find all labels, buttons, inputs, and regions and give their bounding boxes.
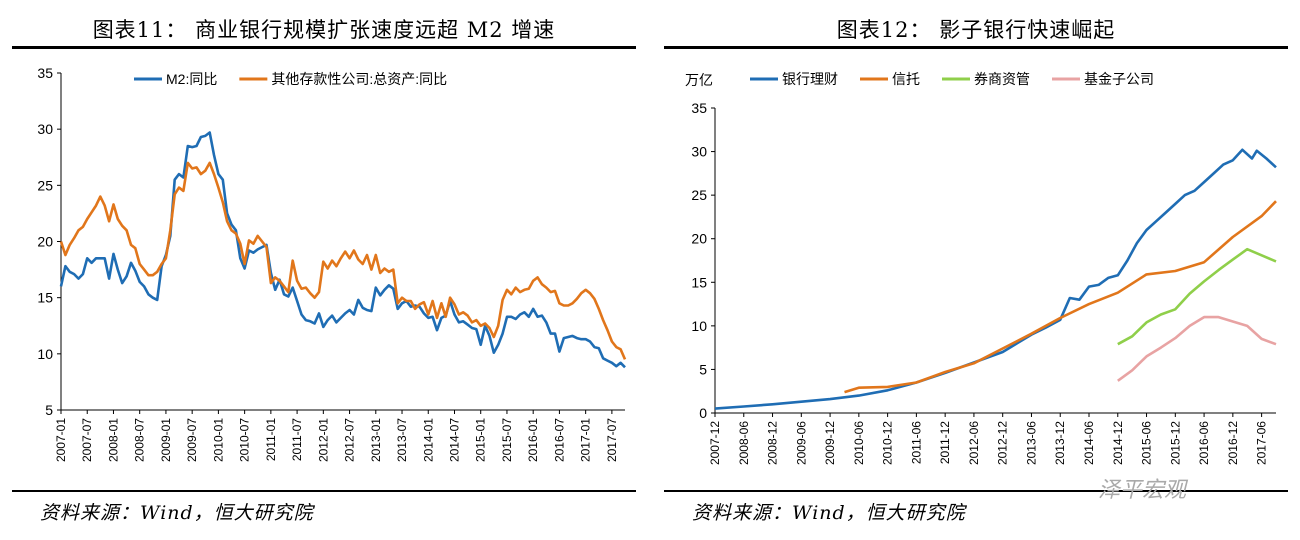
x-tick-label: 2012-07 [343, 418, 357, 462]
x-tick-label: 2010-12 [881, 421, 895, 465]
x-tick-label: 2009-12 [823, 421, 837, 465]
title-rule [12, 46, 636, 49]
y-tick-label: 5 [699, 361, 707, 377]
y-tick-label: 5 [45, 402, 53, 418]
y-tick-label: 30 [691, 144, 707, 160]
y-tick-label: 15 [691, 274, 707, 290]
y-tick-label: 30 [37, 121, 53, 137]
chart-title: 图表11： 商业银行规模扩张速度远超 M2 增速 [92, 18, 556, 42]
x-tick-label: 2017-01 [579, 418, 593, 462]
y-tick-label: 25 [691, 187, 707, 203]
x-tick-label: 2007-07 [80, 418, 94, 462]
chart-panel-left: 图表11： 商业银行规模扩张速度远超 M2 增速 5 10 15 20 25 30 35 20… [12, 0, 636, 540]
source-rule [664, 490, 1288, 492]
x-tick-label: 2008-01 [106, 418, 120, 462]
x-tick-label: 2015-01 [474, 418, 488, 462]
x-tick-label: 2007-12 [708, 421, 722, 465]
y-axis-unit: 万亿 [685, 72, 713, 88]
x-tick-label: 2009-06 [794, 421, 808, 465]
x-tick-label: 2017-07 [605, 418, 619, 462]
chart-shadow-banking: 0 5 10 15 20 25 30 35 2007-12 2008-06 2008-12 2009-… [685, 71, 1277, 465]
series-line [59, 131, 626, 369]
y-tick-label: 20 [691, 231, 707, 247]
x-tick-label: 2010-06 [852, 421, 866, 465]
y-tick-label: 10 [691, 318, 707, 334]
x-tick-label: 2011-07 [290, 418, 304, 461]
y-tick-label: 10 [37, 346, 53, 362]
x-tick-label: 2008-06 [737, 421, 751, 465]
x-tick-label: 2012-01 [316, 418, 330, 462]
series-line [714, 148, 1277, 410]
series-line [1117, 315, 1277, 382]
series-line [844, 200, 1277, 394]
x-tick-label: 2011-06 [909, 421, 923, 464]
title-rule [664, 46, 1288, 49]
x-tick-label: 2011-12 [938, 421, 952, 464]
chart-panel-right: 图表12： 影子银行快速崛起 0 5 10 15 20 25 30 35 2007-12 2008… [664, 0, 1288, 540]
series-line [59, 161, 627, 360]
x-tick-label: 2008-07 [133, 418, 147, 462]
y-tick-label: 20 [37, 234, 53, 250]
series-line [1117, 247, 1277, 346]
source-note: 资料来源：Wind，恒大研究院 [692, 502, 966, 524]
source-rule [12, 490, 636, 492]
x-tick-label: 2016-12 [1226, 421, 1240, 465]
x-tick-label: 2016-01 [526, 418, 540, 462]
y-tick-label: 35 [37, 65, 53, 81]
x-tick-label: 2012-06 [967, 421, 981, 465]
legend-label: M2:同比 [166, 71, 217, 87]
x-tick-label: 2009-01 [159, 418, 173, 462]
y-tick-label: 15 [37, 290, 53, 306]
x-tick-label: 2011-01 [264, 418, 278, 461]
legend-label: 其他存款性公司:总资产:同比 [271, 71, 447, 87]
x-tick-label: 2014-06 [1082, 421, 1096, 465]
x-tick-label: 2013-06 [1024, 421, 1038, 465]
legend-label: 银行理财 [782, 71, 838, 87]
legend-label: 券商资管 [974, 71, 1030, 87]
x-tick-label: 2015-12 [1168, 421, 1182, 465]
x-tick-label: 2014-01 [421, 418, 435, 462]
source-note: 资料来源：Wind，恒大研究院 [40, 502, 314, 524]
y-tick-label: 35 [691, 100, 707, 116]
x-tick-label: 2015-06 [1140, 421, 1154, 465]
x-tick-label: 2009-07 [185, 418, 199, 462]
y-tick-label: 25 [37, 177, 53, 193]
x-tick-label: 2013-01 [369, 418, 383, 462]
x-tick-label: 2014-07 [447, 418, 461, 462]
chart-title: 图表12： 影子银行快速崛起 [836, 18, 1116, 42]
legend-label: 信托 [892, 71, 920, 87]
x-tick-label: 2012-12 [996, 421, 1010, 465]
legend-label: 基金子公司 [1084, 71, 1154, 87]
x-tick-label: 2017-06 [1255, 421, 1269, 465]
chart-m2-vs-assets: 5 10 15 20 25 30 35 2007-01 2007-07 2008-01 2008-0… [37, 65, 627, 462]
x-tick-label: 2010-01 [211, 418, 225, 462]
x-tick-label: 2008-12 [766, 421, 780, 465]
x-tick-label: 2010-07 [238, 418, 252, 462]
x-tick-label: 2013-12 [1053, 421, 1067, 465]
watermark: 泽平宏观 [1098, 478, 1187, 503]
y-tick-label: 0 [699, 405, 707, 421]
x-tick-label: 2015-07 [500, 418, 514, 462]
x-tick-label: 2016-06 [1197, 421, 1211, 465]
x-tick-label: 2014-12 [1111, 421, 1125, 465]
x-tick-label: 2013-07 [395, 418, 409, 462]
x-tick-label: 2007-01 [54, 418, 68, 462]
x-tick-label: 2016-07 [552, 418, 566, 462]
